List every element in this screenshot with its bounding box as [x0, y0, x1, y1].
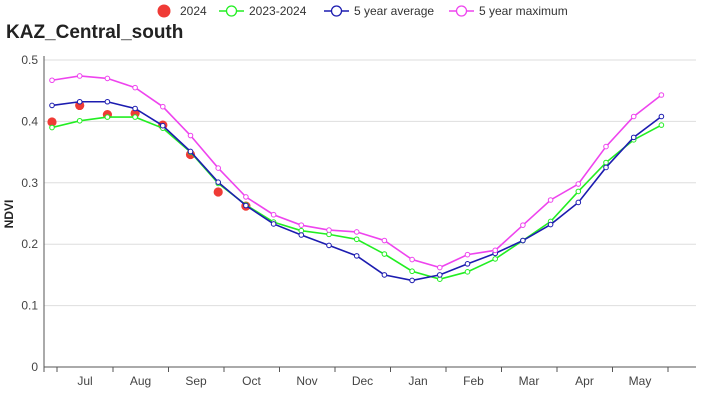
data-point-2023-2024 — [381, 251, 388, 257]
data-point-5-year-average — [49, 102, 55, 109]
data-point-2023-2024 — [132, 114, 138, 120]
data-point-5-year-average — [437, 272, 443, 278]
data-point-5-year-maximum — [132, 84, 138, 91]
data-point-5-year-maximum — [575, 181, 582, 187]
y-tick-label: 0.2 — [21, 237, 38, 251]
data-point-2023-2024 — [409, 268, 415, 275]
chart-title: KAZ_Central_south — [6, 22, 183, 43]
data-point-5-year-maximum — [492, 247, 499, 254]
data-point-5-year-average — [464, 261, 471, 267]
plot-area — [47, 73, 665, 284]
legend-marker — [455, 5, 468, 17]
data-point-5-year-maximum — [270, 211, 277, 218]
x-tick-label: Sep — [185, 374, 207, 388]
data-point-5-year-maximum — [630, 113, 637, 120]
data-point-2024 — [47, 117, 57, 127]
data-point-5-year-maximum — [437, 264, 443, 271]
legend-marker — [225, 5, 238, 17]
data-point-5-year-average — [630, 134, 637, 141]
axes: 0 0.1 0.2 0.3 0.4 0.5 Jul Aug Sep Oct Nov Dec Jan Feb… — [21, 53, 696, 388]
data-point-2023-2024 — [492, 256, 499, 262]
data-point-5-year-average — [326, 242, 332, 249]
data-point-5-year-average — [76, 98, 83, 105]
y-axis-label: NDVI — [2, 200, 16, 229]
data-point-5-year-average — [160, 122, 166, 129]
data-point-5-year-maximum — [49, 77, 55, 84]
data-point-2023-2024 — [464, 269, 471, 275]
data-point-5-year-average — [603, 164, 609, 171]
data-point-5-year-average — [381, 272, 388, 278]
data-point-5-year-average — [215, 179, 221, 185]
legend-marker — [157, 4, 171, 18]
legend-item: 5 year average — [324, 4, 434, 18]
y-tick-label: 0 — [31, 360, 38, 374]
data-point-2024 — [213, 187, 223, 197]
data-point-5-year-maximum — [547, 197, 554, 203]
data-point-5-year-average — [658, 113, 665, 120]
data-point-2023-2024 — [658, 122, 665, 128]
x-tick-label: Dec — [352, 374, 373, 388]
legend: 2024 2023-2024 5 year average 5 year maximu… — [157, 4, 568, 18]
x-tick-label: Nov — [296, 374, 317, 388]
data-point-5-year-maximum — [76, 73, 83, 79]
data-point-5-year-average — [243, 202, 249, 209]
data-point-5-year-average — [270, 221, 277, 227]
x-tick-label: Apr — [575, 374, 594, 388]
data-point-2023-2024 — [575, 188, 582, 195]
legend-item: 2023-2024 — [219, 4, 307, 18]
legend-label: 5 year average — [354, 4, 434, 18]
x-tick-label: Aug — [130, 374, 151, 388]
y-tick-label: 0.4 — [21, 114, 38, 128]
data-point-2023-2024 — [104, 114, 111, 120]
x-tick-label: Mar — [519, 374, 540, 388]
y-tick-label: 0.3 — [21, 176, 38, 190]
x-tick-label: Jan — [408, 374, 427, 388]
data-point-5-year-average — [132, 105, 138, 112]
data-point-2023-2024 — [49, 124, 55, 131]
data-point-5-year-maximum — [381, 237, 388, 244]
data-point-2023-2024 — [603, 159, 609, 166]
data-point-5-year-average — [353, 253, 360, 259]
data-point-5-year-maximum — [298, 222, 305, 228]
data-point-5-year-average — [298, 232, 305, 238]
data-point-5-year-average — [547, 221, 554, 228]
data-point-5-year-maximum — [658, 92, 665, 98]
data-point-5-year-maximum — [520, 222, 526, 228]
data-point-2023-2024 — [76, 117, 83, 124]
legend-item: 5 year maximum — [449, 4, 568, 18]
data-point-5-year-maximum — [160, 103, 166, 110]
data-point-5-year-maximum — [603, 143, 609, 150]
data-point-2023-2024 — [353, 236, 360, 243]
data-point-5-year-maximum — [243, 194, 249, 200]
x-tick-label: Oct — [242, 374, 261, 388]
legend-marker — [330, 5, 343, 17]
data-point-5-year-maximum — [409, 256, 415, 263]
data-point-5-year-maximum — [353, 229, 360, 235]
data-point-5-year-average — [409, 277, 415, 284]
y-tick-label: 0.1 — [21, 299, 38, 313]
data-point-5-year-average — [187, 148, 194, 155]
data-point-5-year-maximum — [326, 227, 332, 233]
data-point-5-year-average — [520, 237, 526, 244]
data-point-5-year-maximum — [104, 75, 111, 82]
legend-label: 5 year maximum — [479, 4, 568, 18]
x-tick-label: May — [629, 374, 652, 388]
grid — [44, 59, 696, 307]
x-tick-label: Jul — [77, 374, 92, 388]
legend-label: 2024 — [180, 4, 207, 18]
y-tick-label: 0.5 — [21, 53, 38, 67]
data-point-5-year-average — [104, 98, 111, 105]
data-point-5-year-average — [575, 199, 582, 206]
data-point-5-year-maximum — [187, 132, 194, 139]
legend-label: 2023-2024 — [249, 4, 307, 18]
data-point-5-year-maximum — [464, 251, 471, 258]
legend-item: 2024 — [157, 4, 207, 18]
x-tick-label: Feb — [463, 374, 484, 388]
data-point-5-year-maximum — [215, 165, 221, 171]
